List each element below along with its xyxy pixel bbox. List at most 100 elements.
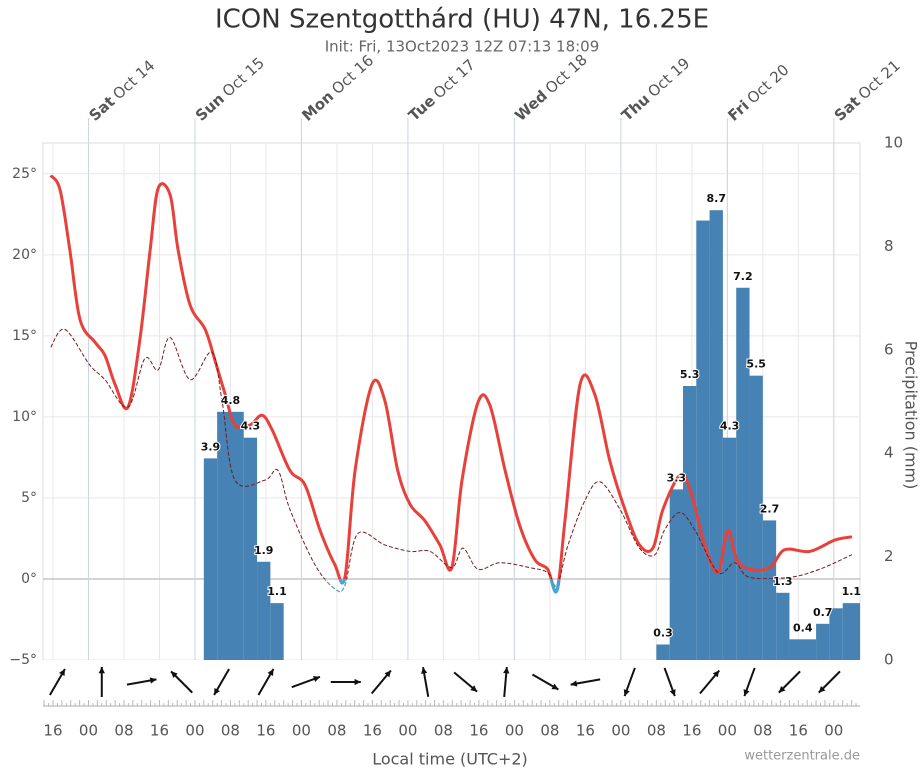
precip-bar xyxy=(203,458,218,660)
day-name: Tue xyxy=(405,91,439,124)
day-tick-label: FriOct 20 xyxy=(724,60,792,124)
day-name: Wed xyxy=(511,86,550,124)
y2-tick-label: 4 xyxy=(884,444,894,462)
y-tick-label: −5° xyxy=(9,652,37,668)
precip-label: 0.4 xyxy=(793,621,813,634)
x-tick-label: 00 xyxy=(185,722,204,740)
day-name: Sat xyxy=(830,92,863,124)
y-tick-label: 5° xyxy=(21,490,37,506)
x-tick-label: 08 xyxy=(327,722,346,740)
precip-bar xyxy=(776,592,790,660)
precip-bar xyxy=(736,287,750,660)
day-name: Thu xyxy=(618,90,654,125)
wind-arrow xyxy=(743,667,756,697)
precip-bar xyxy=(722,437,737,660)
wind-arrow xyxy=(291,675,321,689)
day-date: Oct 17 xyxy=(429,55,478,102)
x-tick-label: 16 xyxy=(256,722,275,740)
x-tick-label: 16 xyxy=(363,722,382,740)
precip-label: 3.3 xyxy=(667,471,687,484)
day-tick-label: WedOct 18 xyxy=(511,50,590,124)
day-tick-label: SatOct 21 xyxy=(830,56,903,124)
day-date: Oct 20 xyxy=(743,60,792,107)
y2-tick-label: 2 xyxy=(884,547,894,565)
x-tick-label: 00 xyxy=(611,722,630,740)
x-axis-label: Local time (UTC+2) xyxy=(372,750,528,768)
wind-arrow xyxy=(699,669,721,695)
precip-label: 5.5 xyxy=(746,358,766,371)
x-tick-label: 08 xyxy=(540,722,559,740)
day-tick-label: SatOct 14 xyxy=(85,56,158,124)
day-date: Oct 21 xyxy=(854,56,903,103)
wind-head xyxy=(623,689,630,697)
wind-head xyxy=(669,689,676,697)
wind-arrow xyxy=(570,678,601,687)
day-name: Sun xyxy=(192,89,228,124)
wind-arrow xyxy=(503,666,510,698)
precip-bar xyxy=(816,623,830,660)
wind-head xyxy=(421,667,428,674)
x-tick-label: 00 xyxy=(398,722,417,740)
wind-arrow xyxy=(453,671,478,693)
wind-strip xyxy=(43,660,860,706)
precip-bar xyxy=(682,385,697,660)
precip-label: 2.7 xyxy=(760,502,780,515)
precip-bar xyxy=(829,608,843,660)
precip-bar xyxy=(669,489,683,660)
y-tick-label: 0° xyxy=(21,571,37,587)
precip-label: 1.3 xyxy=(773,575,793,588)
precip-bar xyxy=(217,411,244,660)
wind-head xyxy=(59,669,65,676)
precip-label: 4.8 xyxy=(221,394,241,407)
precip-bar xyxy=(243,437,258,660)
day-tick-label: SunOct 15 xyxy=(192,53,268,124)
line-series xyxy=(50,328,853,593)
precip-label: 4.3 xyxy=(241,420,261,433)
x-tick-label: 08 xyxy=(221,722,240,740)
y-tick-label: 15° xyxy=(12,328,37,344)
wind-arrow xyxy=(126,677,157,686)
wind-arrow xyxy=(98,667,105,697)
chart-title: ICON Szentgotthárd (HU) 47N, 16.25E xyxy=(215,5,709,35)
precip-label: 1.1 xyxy=(267,585,287,598)
wind-head xyxy=(313,676,320,682)
wind-arrow xyxy=(330,678,361,686)
x-tick-label: 00 xyxy=(824,722,843,740)
y-tick-label: 20° xyxy=(12,247,37,263)
x-tick-label: 08 xyxy=(753,722,772,740)
wind-arrow xyxy=(623,667,636,697)
x-tick-label: 00 xyxy=(79,722,98,740)
precip-label: 8.7 xyxy=(707,192,727,205)
precip-label: 0.7 xyxy=(813,606,833,619)
credit: wetterzentrale.de xyxy=(744,749,860,764)
precip-label: 1.9 xyxy=(254,544,274,557)
wind-head xyxy=(384,670,391,678)
x-tick-label: 16 xyxy=(789,722,808,740)
x-tick-label: 08 xyxy=(114,722,133,740)
wind-head xyxy=(267,669,274,676)
precip-label: 7.2 xyxy=(733,270,753,283)
wind-arrow xyxy=(818,670,841,694)
wind-arrow xyxy=(170,670,193,694)
day-name: Sat xyxy=(85,92,118,124)
x-tick-label: 16 xyxy=(576,722,595,740)
precip-bar xyxy=(789,639,817,660)
wind-head xyxy=(778,685,786,693)
precip-bar xyxy=(749,375,763,660)
day-date: Oct 19 xyxy=(644,54,693,101)
x-tick-label: 00 xyxy=(718,722,737,740)
chart-subtitle: Init: Fri, 13Oct2023 12Z 07:13 18:09 xyxy=(325,38,600,56)
precip-bar xyxy=(842,603,860,660)
day-name: Fri xyxy=(724,96,752,124)
precip-label: 5.3 xyxy=(680,368,700,381)
wind-head xyxy=(818,685,826,693)
day-date: Oct 15 xyxy=(218,53,267,100)
x-tick-label: 00 xyxy=(292,722,311,740)
wind-arrow xyxy=(663,667,676,697)
y2-axis-label: Precipitation (mm) xyxy=(902,341,921,490)
wind-head xyxy=(354,678,361,686)
wind-head xyxy=(503,667,510,674)
wind-arrow xyxy=(778,670,801,694)
precip-bar xyxy=(709,210,723,660)
